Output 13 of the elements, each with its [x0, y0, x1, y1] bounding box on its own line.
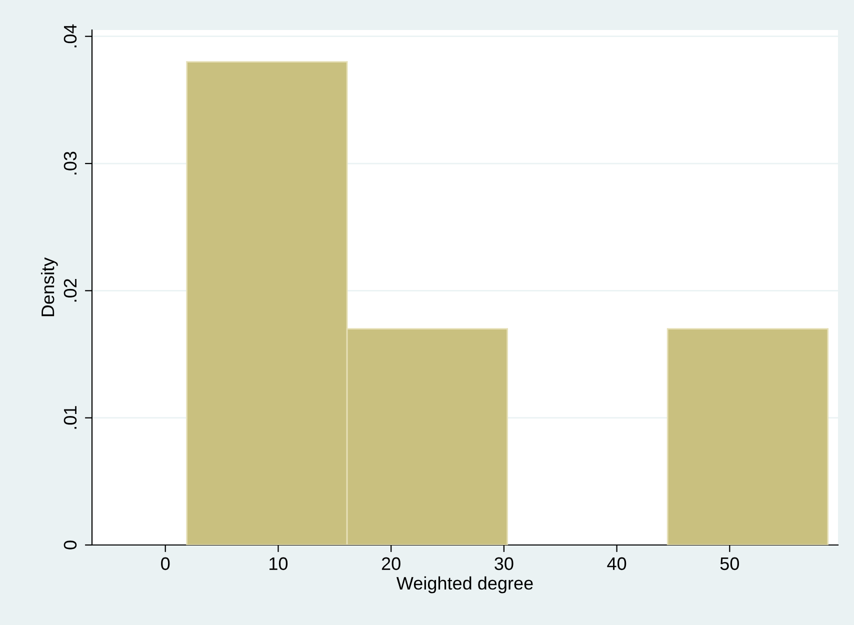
x-tick-label: 30: [494, 557, 514, 570]
y-axis-title: Density: [40, 257, 58, 316]
y-tick-label: .02: [64, 279, 77, 302]
x-tick-label: 10: [270, 557, 288, 570]
x-axis-title: Weighted degree: [396, 576, 533, 594]
y-tick-label: .01: [64, 406, 77, 429]
x-tick-label: 20: [382, 557, 400, 570]
x-tick-label: 40: [607, 557, 626, 570]
x-tick-label: 50: [720, 557, 739, 570]
y-tick-label: 0: [64, 540, 77, 550]
x-tick-label: 0: [161, 557, 170, 570]
y-tick-label: .04: [64, 24, 77, 48]
y-tick-label: .03: [64, 152, 77, 174]
